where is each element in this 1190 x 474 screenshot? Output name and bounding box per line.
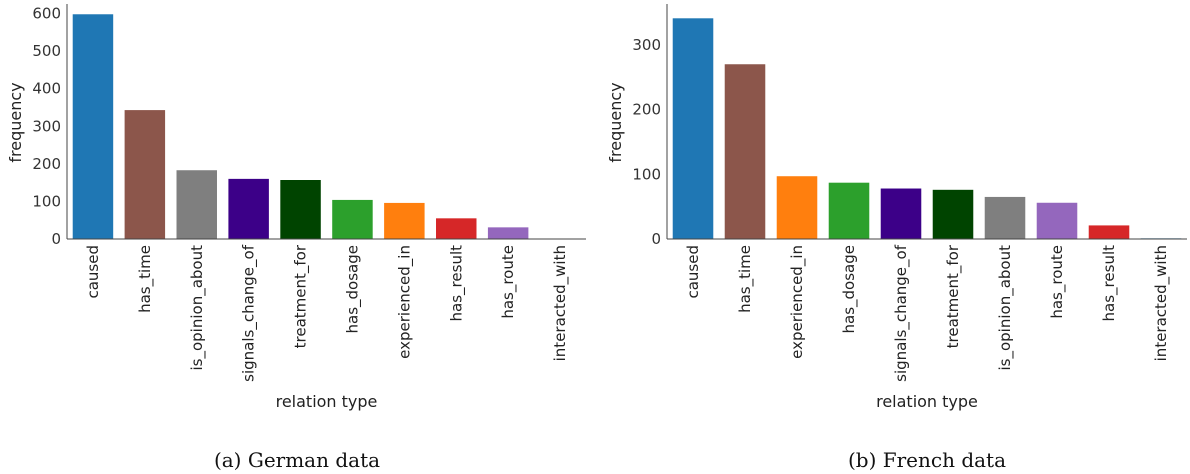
x-tick-label: caused [84, 245, 102, 299]
x-axis-title: relation type [876, 392, 978, 411]
x-tick-label: has_result [447, 245, 466, 322]
y-tick-label: 400 [32, 80, 61, 98]
bar-has-time [724, 64, 766, 239]
bar-has-dosage [828, 182, 870, 239]
bar-experienced-in [776, 176, 818, 239]
bar-is-opinion-about [984, 196, 1026, 239]
y-tick-label: 300 [632, 36, 661, 54]
x-tick-label: has_time [136, 245, 155, 313]
bar-caused [672, 18, 714, 239]
y-tick-label: 0 [51, 230, 61, 248]
x-tick-label: has_route [499, 245, 518, 319]
x-tick-label: caused [684, 245, 702, 299]
y-tick-label: 200 [32, 155, 61, 173]
x-tick-label: signals_change_of [240, 244, 259, 382]
bar-has-time [124, 110, 166, 239]
figure-caption: (b) French data [848, 448, 1006, 472]
bar-has-route [1036, 202, 1078, 239]
x-tick-label: has_route [1048, 245, 1067, 319]
y-tick-label: 200 [632, 101, 661, 119]
bar-has-dosage [332, 199, 373, 239]
bar-treatment-for [932, 189, 974, 239]
bar-caused [72, 14, 114, 239]
bar-is-opinion-about [176, 170, 217, 239]
bar-has-route [487, 227, 529, 239]
y-axis-title: frequency [6, 82, 25, 162]
bar-signals-change-of [228, 178, 269, 239]
x-tick-label: treatment_for [292, 244, 311, 348]
x-tick-label: interacted_with [551, 245, 570, 361]
x-tick-label: experienced_in [395, 245, 414, 359]
y-tick-label: 100 [32, 192, 61, 210]
x-tick-label: is_opinion_about [188, 245, 207, 371]
bar-experienced-in [384, 202, 425, 239]
y-axis-title: frequency [606, 82, 625, 162]
bar-treatment-for [280, 180, 321, 239]
y-tick-label: 600 [32, 5, 61, 23]
x-tick-label: has_dosage [840, 245, 859, 333]
y-tick-label: 100 [632, 165, 661, 183]
x-tick-label: has_dosage [343, 245, 362, 333]
x-tick-label: signals_change_of [892, 244, 911, 382]
figure-caption: (a) German data [214, 448, 380, 472]
x-tick-label: has_time [736, 245, 755, 313]
bar-signals-change-of [880, 188, 922, 239]
bar-has-result [1088, 225, 1130, 239]
chart-german: 0 100 200 300 400 500 600 caused has_time is_opin… [6, 4, 586, 472]
chart-french: 0 100 200 300 caused has_time experienced_in ha… [606, 4, 1187, 472]
x-axis-title: relation type [276, 392, 378, 411]
x-tick-label: experienced_in [788, 245, 807, 359]
y-tick-label: 0 [651, 230, 661, 248]
y-tick-label: 300 [32, 117, 61, 135]
x-tick-label: interacted_with [1152, 245, 1171, 361]
bar-has-result [436, 218, 477, 239]
x-tick-label: is_opinion_about [996, 245, 1015, 371]
y-tick-label: 500 [32, 42, 61, 60]
x-tick-label: has_result [1100, 245, 1119, 322]
x-tick-label: treatment_for [944, 244, 963, 348]
